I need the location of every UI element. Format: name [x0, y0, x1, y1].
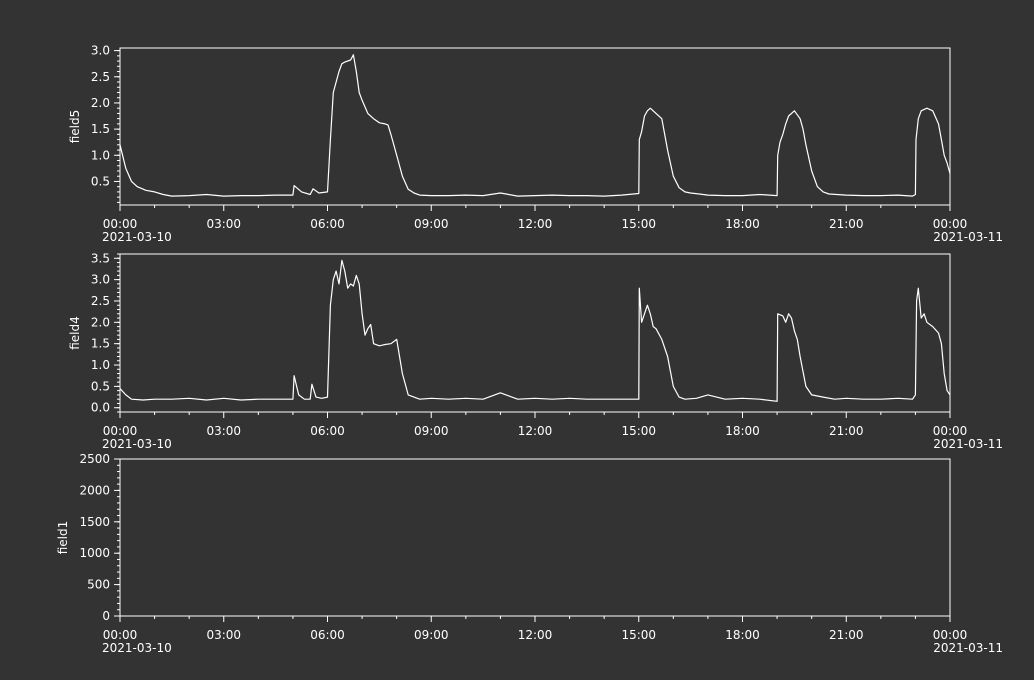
y-tick-label: 2.5: [91, 70, 110, 84]
x-tick-label: 12:00: [518, 217, 553, 231]
x-tick-label: 18:00: [725, 424, 760, 438]
x-tick-label: 09:00: [414, 628, 449, 642]
y-axis-label: field5: [68, 110, 82, 144]
plot-frame: [119, 47, 951, 206]
series-line-1: [119, 54, 951, 197]
x-date-start-label: 2021-03-10: [102, 641, 172, 655]
y-tick-label: 1000: [79, 546, 110, 560]
x-tick-label: 15:00: [621, 217, 656, 231]
x-tick-label: 06:00: [310, 217, 345, 231]
x-tick-label: 15:00: [621, 424, 656, 438]
chart-panel-3: 00:00 03:00 06:00 09:00 12:00 15:00 18:00 21:00…: [56, 452, 1003, 655]
chart-panel-1: 00:00 03:00 06:00 09:00 12:00 15:00 18:00 21:00…: [68, 44, 1003, 244]
x-tick-label: 12:00: [518, 628, 553, 642]
x-tick-label: 03:00: [206, 217, 241, 231]
x-tick-label: 06:00: [310, 628, 345, 642]
x-tick-label: 09:00: [414, 217, 449, 231]
x-date-end-label: 2021-03-11: [933, 641, 1003, 655]
y-tick-label: 2.0: [91, 96, 110, 110]
x-tick-label: 00:00: [933, 424, 968, 438]
x-tick-label: 00:00: [933, 628, 968, 642]
y-tick-label: 2.5: [91, 294, 110, 308]
y-tick-label: 0.0: [91, 401, 110, 415]
x-tick-label: 06:00: [310, 424, 345, 438]
y-axis-label: field4: [68, 316, 82, 350]
x-tick-label: 21:00: [829, 628, 864, 642]
x-tick-label: 03:00: [206, 628, 241, 642]
x-date-start-label: 2021-03-10: [102, 230, 172, 244]
y-tick-label: 500: [87, 578, 110, 592]
plot-frame: [119, 253, 951, 413]
x-tick-label: 00:00: [103, 424, 138, 438]
y-tick-label: 1500: [79, 515, 110, 529]
x-tick-label: 15:00: [621, 628, 656, 642]
y-tick-label: 3.0: [91, 44, 110, 58]
x-tick-label: 00:00: [103, 217, 138, 231]
x-tick-label: 00:00: [933, 217, 968, 231]
y-tick-label: 0: [102, 609, 110, 623]
y-axis-label: field1: [56, 521, 70, 555]
x-tick-label: 21:00: [829, 217, 864, 231]
x-tick-label: 00:00: [103, 628, 138, 642]
y-tick-label: 1.0: [91, 148, 110, 162]
y-tick-label: 1.5: [91, 337, 110, 351]
x-tick-label: 09:00: [414, 424, 449, 438]
series-line-1: [119, 259, 951, 402]
y-tick-label: 1.5: [91, 122, 110, 136]
y-tick-label: 0.5: [91, 379, 110, 393]
x-tick-label: 21:00: [829, 424, 864, 438]
x-date-start-label: 2021-03-10: [102, 437, 172, 451]
x-tick-label: 12:00: [518, 424, 553, 438]
y-tick-label: 1.0: [91, 358, 110, 372]
y-tick-label: 2000: [79, 483, 110, 497]
x-tick-label: 03:00: [206, 424, 241, 438]
x-date-end-label: 2021-03-11: [933, 437, 1003, 451]
y-tick-label: 0.5: [91, 174, 110, 188]
y-tick-label: 3.0: [91, 273, 110, 287]
y-tick-label: 3.5: [91, 251, 110, 265]
plot-frame: [119, 458, 951, 617]
y-tick-label: 2.0: [91, 315, 110, 329]
chart-panel-2: 00:00 03:00 06:00 09:00 12:00 15:00 18:00 21:00…: [68, 251, 1003, 451]
x-tick-label: 18:00: [725, 217, 760, 231]
y-tick-label: 2500: [79, 452, 110, 466]
x-tick-label: 18:00: [725, 628, 760, 642]
x-date-end-label: 2021-03-11: [933, 230, 1003, 244]
